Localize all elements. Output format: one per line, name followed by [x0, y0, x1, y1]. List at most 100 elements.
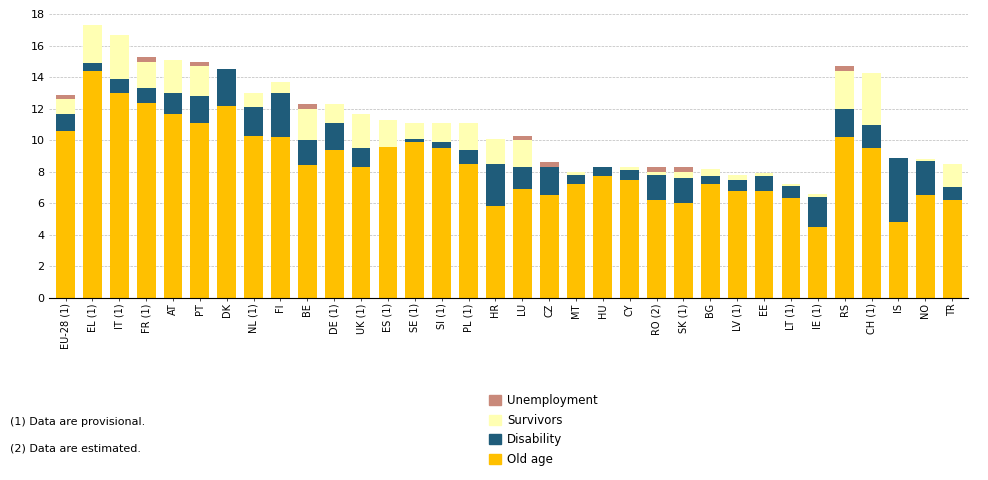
Bar	[136, 61, 155, 88]
Bar	[755, 173, 774, 177]
Bar	[808, 194, 827, 197]
Bar	[164, 114, 183, 298]
Bar	[835, 109, 854, 137]
Bar	[808, 227, 827, 298]
Bar	[136, 103, 155, 298]
Bar	[782, 199, 800, 298]
Bar	[835, 71, 854, 109]
Bar	[566, 172, 585, 175]
Bar	[513, 189, 532, 298]
Bar	[835, 66, 854, 71]
Bar	[486, 206, 505, 298]
Bar	[352, 114, 370, 148]
Bar	[164, 60, 183, 93]
Bar	[459, 150, 478, 164]
Bar	[325, 104, 344, 123]
Bar	[943, 164, 961, 188]
Bar	[513, 167, 532, 189]
Bar	[620, 170, 639, 180]
Legend: Unemployment, Survivors, Disability, Old age: Unemployment, Survivors, Disability, Old…	[486, 391, 601, 469]
Bar	[755, 177, 774, 191]
Bar	[191, 123, 209, 298]
Bar	[647, 200, 666, 298]
Bar	[405, 142, 424, 298]
Bar	[298, 104, 317, 109]
Bar	[433, 123, 452, 142]
Bar	[674, 172, 693, 178]
Bar	[916, 195, 935, 298]
Bar	[56, 99, 75, 114]
Bar	[352, 167, 370, 298]
Bar	[191, 66, 209, 96]
Bar	[486, 139, 505, 164]
Bar	[620, 167, 639, 170]
Bar	[298, 140, 317, 166]
Bar	[191, 61, 209, 66]
Bar	[217, 70, 236, 106]
Bar	[594, 167, 613, 177]
Bar	[110, 35, 128, 79]
Bar	[459, 164, 478, 298]
Bar	[405, 123, 424, 139]
Bar	[728, 180, 747, 191]
Bar	[136, 88, 155, 103]
Bar	[916, 159, 935, 161]
Bar	[889, 222, 908, 298]
Bar	[943, 200, 961, 298]
Text: (1) Data are provisional.: (1) Data are provisional.	[10, 417, 145, 427]
Bar	[620, 180, 639, 298]
Bar	[674, 167, 693, 172]
Bar	[755, 191, 774, 298]
Bar	[298, 109, 317, 140]
Bar	[56, 131, 75, 298]
Bar	[83, 63, 102, 71]
Bar	[513, 135, 532, 140]
Bar	[566, 184, 585, 298]
Bar	[110, 79, 128, 93]
Bar	[700, 184, 719, 298]
Bar	[916, 161, 935, 195]
Bar	[863, 148, 881, 298]
Bar	[244, 93, 263, 107]
Bar	[298, 166, 317, 298]
Bar	[863, 72, 881, 124]
Bar	[271, 137, 289, 298]
Bar	[271, 82, 289, 93]
Bar	[513, 140, 532, 167]
Bar	[566, 175, 585, 184]
Bar	[191, 96, 209, 123]
Bar	[217, 106, 236, 298]
Bar	[674, 178, 693, 203]
Bar	[647, 175, 666, 200]
Bar	[136, 57, 155, 61]
Bar	[56, 114, 75, 131]
Bar	[405, 139, 424, 142]
Bar	[782, 186, 800, 199]
Bar	[244, 135, 263, 298]
Bar	[325, 123, 344, 150]
Bar	[83, 25, 102, 63]
Bar	[700, 168, 719, 177]
Text: (2) Data are estimated.: (2) Data are estimated.	[10, 443, 141, 453]
Bar	[378, 146, 397, 298]
Bar	[835, 137, 854, 298]
Bar	[486, 164, 505, 206]
Bar	[164, 93, 183, 114]
Bar	[647, 167, 666, 172]
Bar	[83, 71, 102, 298]
Bar	[889, 157, 908, 222]
Bar	[728, 191, 747, 298]
Bar	[539, 167, 558, 195]
Bar	[647, 172, 666, 175]
Bar	[110, 93, 128, 298]
Bar	[271, 93, 289, 137]
Bar	[56, 95, 75, 99]
Bar	[808, 197, 827, 227]
Bar	[700, 177, 719, 184]
Bar	[378, 120, 397, 146]
Bar	[863, 124, 881, 148]
Bar	[674, 203, 693, 298]
Bar	[539, 162, 558, 167]
Bar	[352, 148, 370, 167]
Bar	[244, 107, 263, 135]
